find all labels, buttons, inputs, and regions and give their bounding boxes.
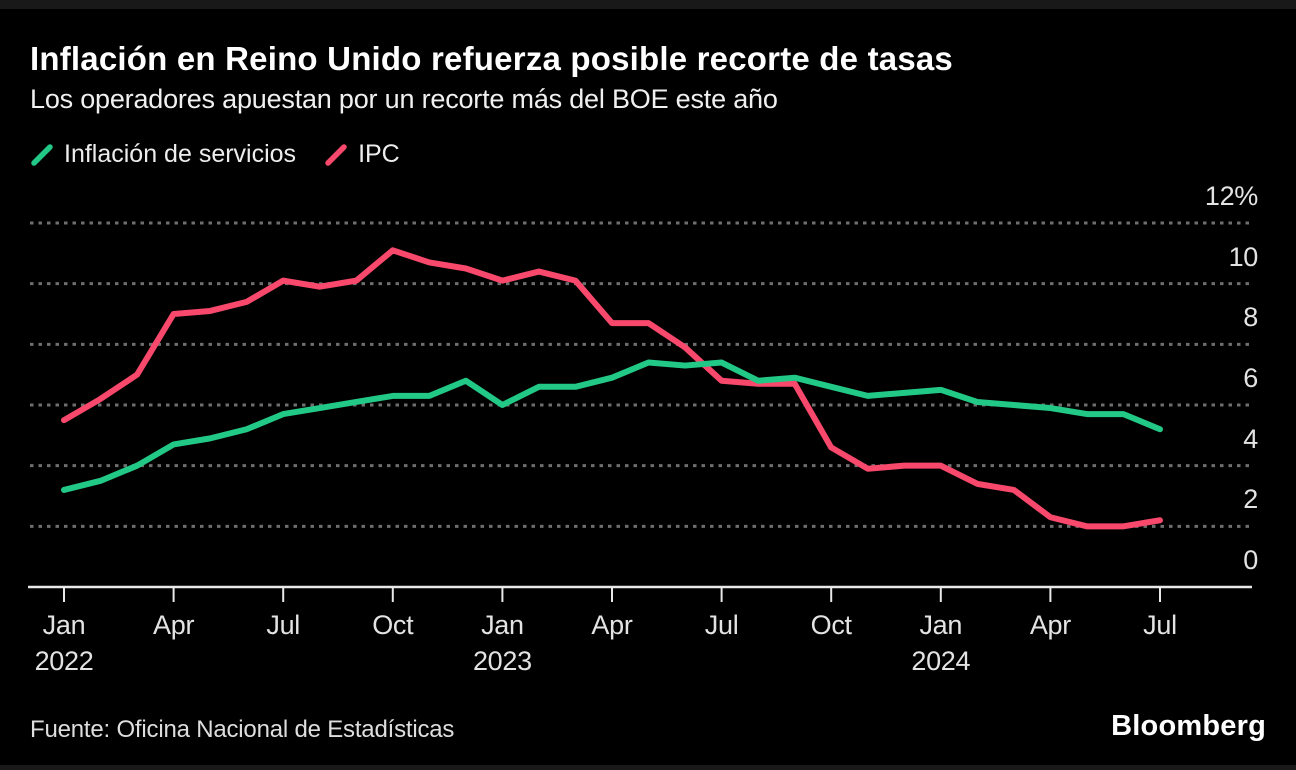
source-label: Fuente: Oficina Nacional de Estadísticas <box>30 716 455 743</box>
legend-item-services: Inflación de servicios <box>30 140 296 169</box>
legend-item-ipc: IPC <box>324 140 400 169</box>
chart-title: Inflación en Reino Unido refuerza posibl… <box>30 40 953 77</box>
legend: Inflación de servicios IPC <box>30 140 400 169</box>
window-edge-bottom <box>0 765 1296 770</box>
series-line-ipc <box>61 247 1163 530</box>
window-edge-top <box>0 0 1296 9</box>
legend-label-services: Inflación de servicios <box>64 140 297 168</box>
series-ipc-slash-icon <box>325 143 347 166</box>
legend-label-ipc: IPC <box>358 140 400 168</box>
chart-subtitle: Los operadores apuestan por un recorte m… <box>30 84 778 114</box>
bloomberg-logo: Bloomberg <box>1111 710 1266 742</box>
series-line-services <box>61 359 1163 493</box>
series-services-slash-icon <box>31 143 53 166</box>
